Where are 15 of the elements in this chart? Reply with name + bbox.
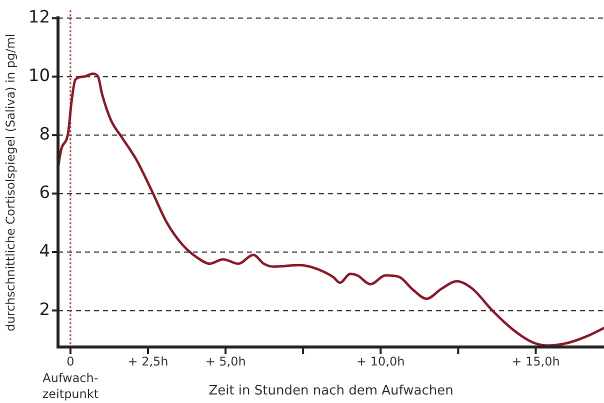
text: Aufwach-zeitpunkt [42,371,99,402]
x-tick-label: + 15,0h [512,354,560,368]
x-tick-label: 0 [66,354,74,368]
y-tick-label: 4 [39,241,50,262]
line-series [58,72,604,347]
y-tick-label: 12 [28,8,50,28]
y-tick-label: 8 [39,124,50,145]
x-tick-label: + 10,0h [356,354,405,368]
y-tick-label: 2 [39,300,50,320]
y-axis-title: durchschnittliche Cortisolspiegel (Saliva) in pg/ml [3,34,18,332]
x-tick-label: + 2,5h [128,354,168,368]
x-tick-label: + 5,0h [205,354,246,368]
x-axis-title: Zeit in Stunden nach dem Aufwachen [208,384,454,399]
y-tick-label: 10 [28,66,50,86]
y-tick-label: 6 [39,182,50,203]
